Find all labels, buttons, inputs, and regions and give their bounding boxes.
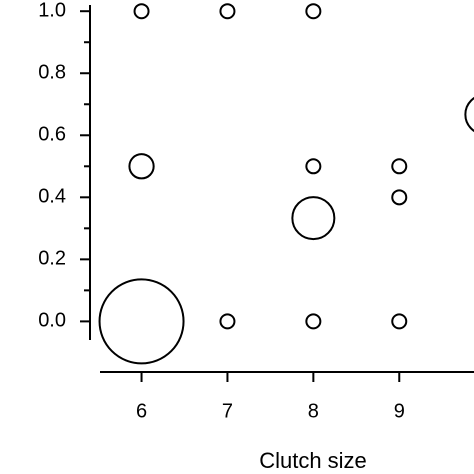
bubble xyxy=(391,313,408,330)
x-tick-label: 7 xyxy=(222,400,233,422)
bubble xyxy=(391,158,408,175)
bubble xyxy=(98,278,185,365)
y-tick-label: 0.6 xyxy=(38,124,66,146)
bubble xyxy=(219,3,236,20)
y-tick-label: 0.2 xyxy=(38,248,66,270)
bubble xyxy=(291,196,336,241)
x-tick-label: 9 xyxy=(394,400,405,422)
y-tick-label: 0.0 xyxy=(38,310,66,332)
bubble xyxy=(464,96,474,133)
bubble xyxy=(305,313,322,330)
x-tick-label: 8 xyxy=(308,400,319,422)
bubble xyxy=(133,3,150,20)
x-tick-label: 6 xyxy=(136,400,147,422)
bubble xyxy=(305,3,322,20)
bubble xyxy=(391,189,408,206)
y-tick-label: 1.0 xyxy=(38,0,66,21)
bubble xyxy=(219,313,236,330)
y-tick-label: 0.4 xyxy=(38,186,66,208)
bubble xyxy=(305,158,322,175)
y-tick-label: 0.8 xyxy=(38,62,66,84)
x-axis-label: Clutch size xyxy=(259,448,367,473)
bubble xyxy=(128,153,155,180)
